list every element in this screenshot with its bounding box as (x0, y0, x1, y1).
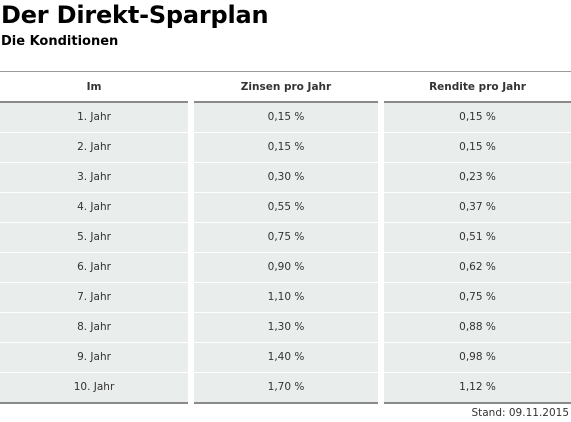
cell-year: 10. Jahr (0, 373, 188, 403)
cell-yield: 0,23 % (384, 163, 571, 193)
table-row: 5. Jahr 0,75 % 0,51 % (0, 223, 571, 253)
table-row: 9. Jahr 1,40 % 0,98 % (0, 343, 571, 373)
table-body: 1. Jahr 0,15 % 0,15 % 2. Jahr 0,15 % 0,1… (0, 103, 571, 403)
table-row: 10. Jahr 1,70 % 1,12 % (0, 373, 571, 403)
cell-year: 6. Jahr (0, 253, 188, 283)
table-row: 2. Jahr 0,15 % 0,15 % (0, 133, 571, 163)
cell-yield: 0,98 % (384, 343, 571, 373)
cell-year: 2. Jahr (0, 133, 188, 163)
cell-interest: 0,15 % (194, 133, 378, 163)
cell-interest: 0,30 % (194, 163, 378, 193)
cell-interest: 1,40 % (194, 343, 378, 373)
page-title: Der Direkt-Sparplan (1, 1, 269, 29)
cell-interest: 1,30 % (194, 313, 378, 343)
header-yield: Rendite pro Jahr (429, 81, 526, 93)
cell-yield: 0,15 % (384, 103, 571, 133)
cell-year: 8. Jahr (0, 313, 188, 343)
table-row: 1. Jahr 0,15 % 0,15 % (0, 103, 571, 133)
as-of-date-note: Stand: 09.11.2015 (471, 407, 569, 419)
table-row: 3. Jahr 0,30 % 0,23 % (0, 163, 571, 193)
cell-yield: 0,15 % (384, 133, 571, 163)
cell-year: 3. Jahr (0, 163, 188, 193)
table-header-row: Im Zinsen pro Jahr Rendite pro Jahr (0, 72, 571, 102)
cell-year: 7. Jahr (0, 283, 188, 313)
cell-yield: 0,51 % (384, 223, 571, 253)
cell-interest: 0,90 % (194, 253, 378, 283)
cell-interest: 1,10 % (194, 283, 378, 313)
cell-interest: 0,55 % (194, 193, 378, 223)
cell-yield: 0,88 % (384, 313, 571, 343)
cell-interest: 0,75 % (194, 223, 378, 253)
bottom-rule-year (0, 402, 188, 404)
cell-year: 5. Jahr (0, 223, 188, 253)
cell-year: 9. Jahr (0, 343, 188, 373)
table-row: 4. Jahr 0,55 % 0,37 % (0, 193, 571, 223)
cell-yield: 0,75 % (384, 283, 571, 313)
table-row: 7. Jahr 1,10 % 0,75 % (0, 283, 571, 313)
bottom-rule-yield (384, 402, 571, 404)
bottom-rule-interest (194, 402, 378, 404)
cell-yield: 1,12 % (384, 373, 571, 403)
header-rule-interest (194, 101, 378, 103)
table-row: 8. Jahr 1,30 % 0,88 % (0, 313, 571, 343)
cell-year: 4. Jahr (0, 193, 188, 223)
cell-year: 1. Jahr (0, 103, 188, 133)
header-interest: Zinsen pro Jahr (240, 81, 332, 93)
cell-yield: 0,62 % (384, 253, 571, 283)
header-rule-yield (384, 101, 571, 103)
header-rule-year (0, 101, 188, 103)
page-subtitle: Die Konditionen (1, 34, 119, 49)
table-top-rule (0, 71, 571, 72)
table-row: 6. Jahr 0,90 % 0,62 % (0, 253, 571, 283)
cell-interest: 1,70 % (194, 373, 378, 403)
cell-interest: 0,15 % (194, 103, 378, 133)
cell-yield: 0,37 % (384, 193, 571, 223)
header-year: Im (86, 81, 102, 93)
